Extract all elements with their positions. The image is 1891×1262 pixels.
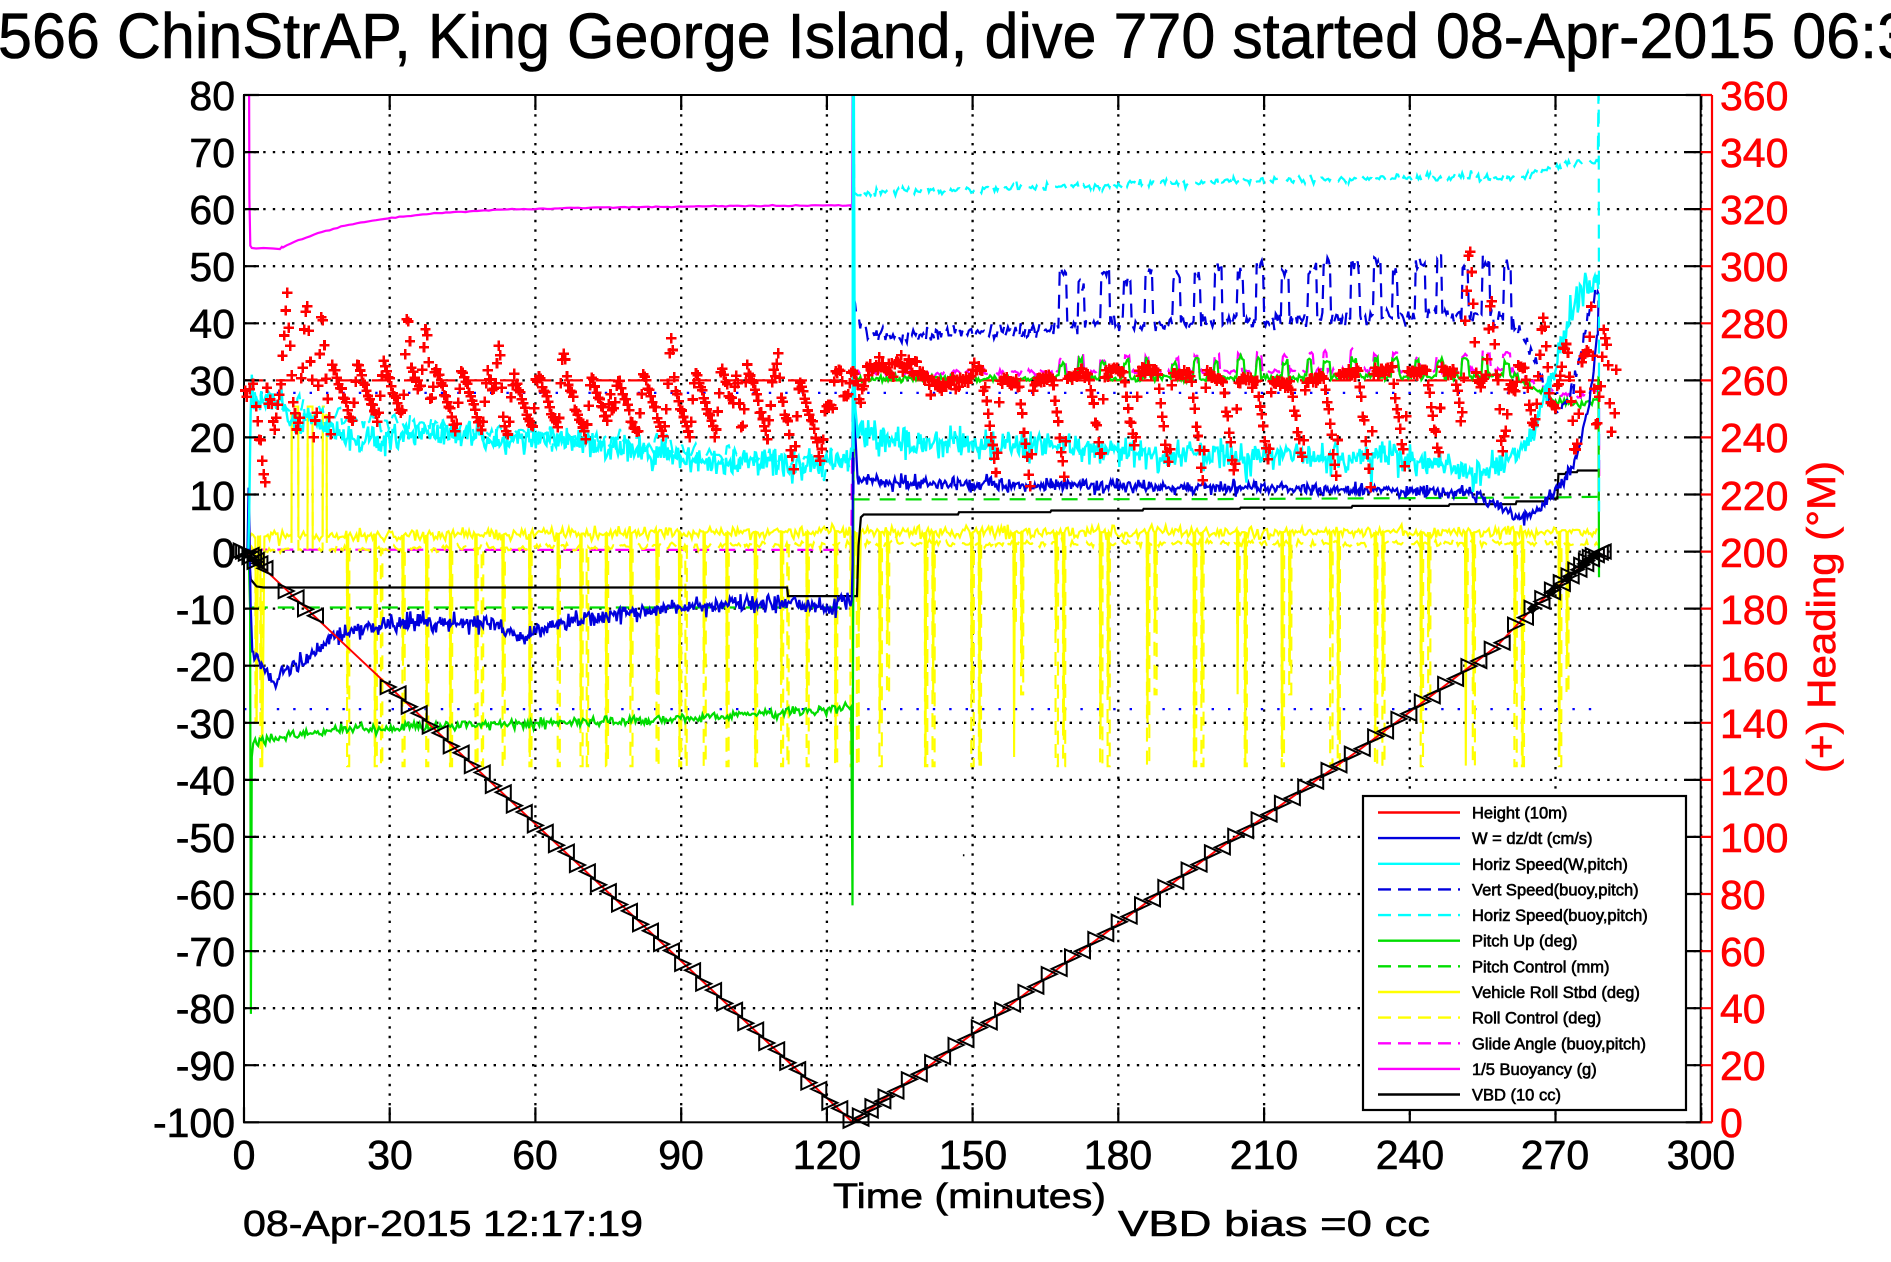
svg-text:566 ChinStrAP, King George Isl: 566 ChinStrAP, King George Island, dive … xyxy=(0,0,1891,72)
svg-text:VBD bias =0 cc: VBD bias =0 cc xyxy=(1118,1203,1430,1244)
svg-text:360: 360 xyxy=(1720,73,1788,119)
svg-text:240: 240 xyxy=(1376,1132,1444,1178)
svg-text:-20: -20 xyxy=(176,644,235,690)
svg-text:180: 180 xyxy=(1084,1132,1152,1178)
svg-text:150: 150 xyxy=(939,1132,1007,1178)
svg-text:1/5 Buoyancy (g): 1/5 Buoyancy (g) xyxy=(1472,1061,1597,1079)
svg-text:30: 30 xyxy=(367,1132,413,1178)
svg-text:-80: -80 xyxy=(176,986,235,1032)
svg-text:-90: -90 xyxy=(176,1043,235,1089)
svg-text:280: 280 xyxy=(1720,301,1788,347)
svg-text:20: 20 xyxy=(189,415,235,461)
svg-text:-70: -70 xyxy=(176,929,235,975)
svg-text:140: 140 xyxy=(1720,701,1788,747)
svg-text:Horiz Speed(W,pitch): Horiz Speed(W,pitch) xyxy=(1472,856,1628,874)
svg-text:0: 0 xyxy=(1720,1100,1743,1146)
svg-text:210: 210 xyxy=(1230,1132,1298,1178)
svg-text:80: 80 xyxy=(189,73,235,119)
svg-text:10: 10 xyxy=(189,473,235,519)
svg-text:Vert Speed(buoy,pitch): Vert Speed(buoy,pitch) xyxy=(1472,881,1639,899)
svg-text:-30: -30 xyxy=(176,701,235,747)
svg-text:340: 340 xyxy=(1720,130,1788,176)
svg-text:Glide Angle (buoy,pitch): Glide Angle (buoy,pitch) xyxy=(1472,1035,1646,1053)
svg-text:-10: -10 xyxy=(176,587,235,633)
svg-text:300: 300 xyxy=(1667,1132,1735,1178)
svg-text:0: 0 xyxy=(233,1132,256,1178)
svg-text:30: 30 xyxy=(189,358,235,404)
svg-text:-60: -60 xyxy=(176,872,235,918)
svg-text:Height (10m): Height (10m) xyxy=(1472,805,1567,823)
svg-text:40: 40 xyxy=(189,301,235,347)
svg-text:W = dz/dt (cm/s): W = dz/dt (cm/s) xyxy=(1472,830,1593,848)
svg-text:-100: -100 xyxy=(153,1100,235,1146)
svg-text:VBD (10 cc): VBD (10 cc) xyxy=(1472,1087,1561,1105)
svg-text:Time (minutes): Time (minutes) xyxy=(833,1176,1106,1216)
svg-text:60: 60 xyxy=(189,187,235,233)
svg-text:-50: -50 xyxy=(176,815,235,861)
svg-text:300: 300 xyxy=(1720,244,1788,290)
svg-text:120: 120 xyxy=(1720,758,1788,804)
svg-text:Pitch Control (mm): Pitch Control (mm) xyxy=(1472,958,1610,976)
svg-text:60: 60 xyxy=(1720,929,1766,975)
svg-text:220: 220 xyxy=(1720,473,1788,519)
svg-text:50: 50 xyxy=(189,244,235,290)
svg-text:120: 120 xyxy=(793,1132,861,1178)
svg-text:260: 260 xyxy=(1720,358,1788,404)
svg-text:Pitch Up (deg): Pitch Up (deg) xyxy=(1472,933,1577,951)
svg-text:270: 270 xyxy=(1521,1132,1589,1178)
svg-text:Horiz Speed(buoy,pitch): Horiz Speed(buoy,pitch) xyxy=(1472,907,1648,925)
svg-text:Vehicle Roll Stbd (deg): Vehicle Roll Stbd (deg) xyxy=(1472,984,1640,1002)
svg-text:160: 160 xyxy=(1720,644,1788,690)
svg-text:0: 0 xyxy=(212,530,235,576)
svg-text:200: 200 xyxy=(1720,530,1788,576)
svg-text:80: 80 xyxy=(1720,872,1766,918)
svg-text:70: 70 xyxy=(189,130,235,176)
svg-text:-40: -40 xyxy=(176,758,235,804)
svg-text:40: 40 xyxy=(1720,986,1766,1032)
svg-text:60: 60 xyxy=(512,1132,558,1178)
svg-text:Roll Control (deg): Roll Control (deg) xyxy=(1472,1010,1601,1028)
svg-text:180: 180 xyxy=(1720,587,1788,633)
svg-text:20: 20 xyxy=(1720,1043,1766,1089)
svg-text:240: 240 xyxy=(1720,415,1788,461)
svg-text:08-Apr-2015 12:17:19: 08-Apr-2015 12:17:19 xyxy=(243,1203,643,1244)
svg-text:90: 90 xyxy=(658,1132,704,1178)
svg-text:320: 320 xyxy=(1720,187,1788,233)
svg-text:(+) Heading (°M): (+) Heading (°M) xyxy=(1800,461,1844,773)
svg-text:100: 100 xyxy=(1720,815,1788,861)
